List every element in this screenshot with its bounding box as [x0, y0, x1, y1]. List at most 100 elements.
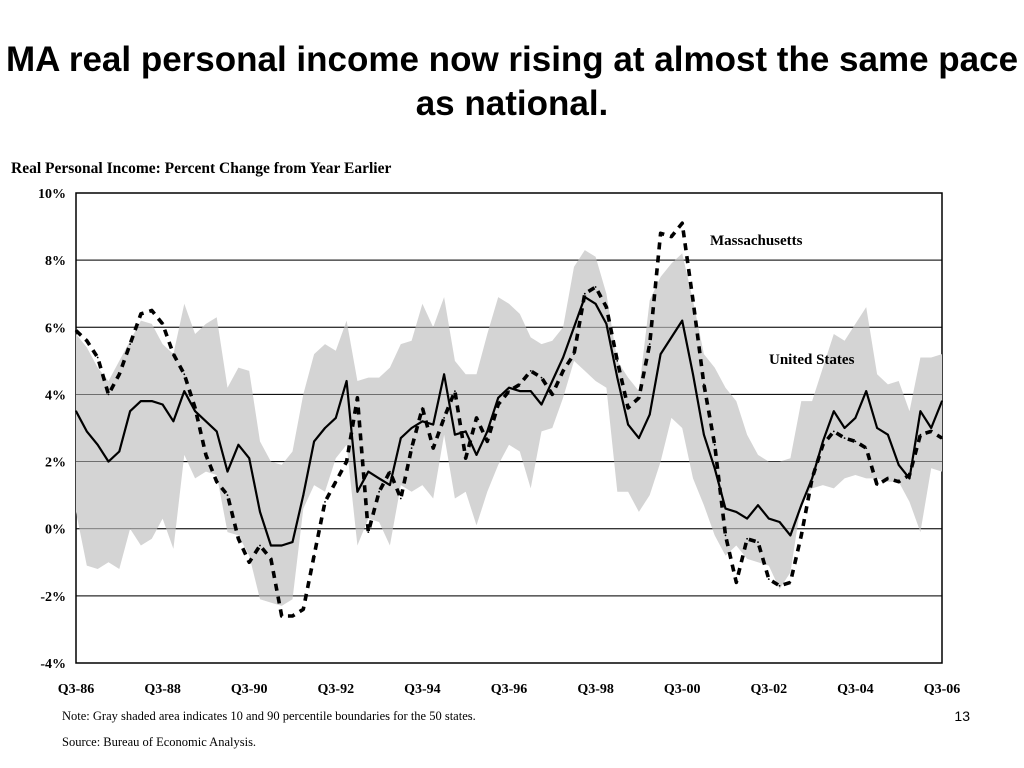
data-point	[692, 373, 694, 376]
data-point	[161, 323, 164, 325]
data-point	[140, 313, 142, 315]
data-point	[887, 433, 889, 436]
gridlines-overlay	[76, 259, 942, 597]
data-point	[129, 410, 132, 413]
data-point	[345, 460, 348, 463]
data-point	[302, 494, 305, 496]
data-point	[280, 615, 283, 617]
data-point	[324, 427, 326, 429]
data-point	[237, 443, 240, 446]
data-point	[96, 443, 99, 446]
data-point	[703, 433, 705, 436]
data-point	[573, 353, 575, 355]
data-point	[638, 396, 640, 399]
data-point	[389, 484, 391, 486]
data-point	[237, 537, 240, 540]
data-point	[876, 427, 878, 429]
data-point	[118, 373, 121, 376]
data-point	[854, 417, 857, 419]
data-point	[150, 400, 153, 402]
data-point	[703, 383, 705, 386]
data-point	[75, 329, 77, 332]
slide-title: MA real personal income now rising at al…	[5, 40, 1019, 123]
data-point	[822, 440, 824, 443]
data-point	[919, 433, 922, 436]
data-point	[215, 480, 218, 483]
data-point	[508, 390, 510, 392]
data-point	[757, 504, 759, 507]
data-point	[832, 430, 835, 433]
data-point	[540, 403, 543, 406]
data-point	[778, 584, 781, 587]
data-point	[118, 450, 121, 453]
data-point	[150, 309, 153, 312]
data-point	[259, 544, 261, 547]
data-point	[129, 343, 132, 345]
data-point	[172, 420, 175, 423]
data-point	[648, 343, 651, 345]
data-point	[378, 490, 380, 493]
data-point	[800, 504, 803, 507]
y-tick-label: -2%	[40, 590, 66, 605]
y-tick-label: 4%	[45, 388, 66, 403]
data-point	[410, 447, 413, 449]
data-point	[432, 423, 435, 426]
data-point	[746, 517, 748, 520]
data-point	[85, 430, 88, 433]
y-tick-label: -4%	[40, 657, 66, 672]
data-point	[367, 470, 370, 473]
data-point	[140, 400, 142, 402]
data-point	[930, 430, 933, 433]
data-point	[843, 427, 846, 429]
data-point	[605, 323, 608, 325]
data-point	[280, 544, 283, 547]
data-point	[594, 302, 597, 305]
data-point	[594, 286, 597, 288]
data-point	[96, 356, 99, 359]
data-point	[735, 581, 738, 584]
data-point	[767, 517, 770, 520]
data-point	[746, 537, 748, 540]
data-point	[887, 477, 889, 480]
data-point	[518, 383, 521, 386]
data-point	[475, 454, 478, 456]
data-point	[183, 390, 186, 392]
data-point	[399, 437, 402, 439]
data-point	[270, 558, 272, 560]
data-point	[248, 561, 251, 564]
data-point	[941, 400, 943, 402]
data-point	[215, 430, 218, 433]
data-point	[713, 467, 716, 470]
data-point	[540, 376, 543, 379]
data-point	[941, 437, 943, 439]
data-point	[107, 460, 110, 463]
x-tick-label: Q3-86	[58, 682, 95, 697]
x-tick-label: Q3-04	[837, 682, 874, 697]
data-point	[843, 437, 846, 439]
data-point	[789, 534, 792, 537]
data-point	[194, 410, 197, 413]
data-point	[757, 541, 759, 543]
data-point	[454, 390, 456, 392]
data-point	[724, 507, 727, 510]
x-tick-label: Q3-88	[144, 682, 181, 697]
x-tick-label: Q3-06	[924, 682, 961, 697]
data-point	[930, 427, 933, 429]
data-point	[800, 534, 803, 537]
data-point	[259, 511, 261, 513]
data-point	[356, 396, 359, 399]
data-point	[378, 477, 380, 480]
data-point	[919, 410, 922, 413]
data-point	[270, 544, 272, 547]
data-point	[356, 490, 359, 493]
data-point	[248, 457, 251, 460]
data-point	[670, 235, 673, 238]
x-tick-label: Q3-94	[404, 682, 441, 697]
data-point	[659, 353, 662, 355]
x-tick-label: Q3-00	[664, 682, 701, 697]
data-point	[529, 370, 532, 372]
data-point	[518, 390, 521, 392]
y-tick-label: 2%	[45, 456, 66, 471]
series-points-united-states	[75, 296, 943, 547]
data-point	[367, 531, 370, 533]
